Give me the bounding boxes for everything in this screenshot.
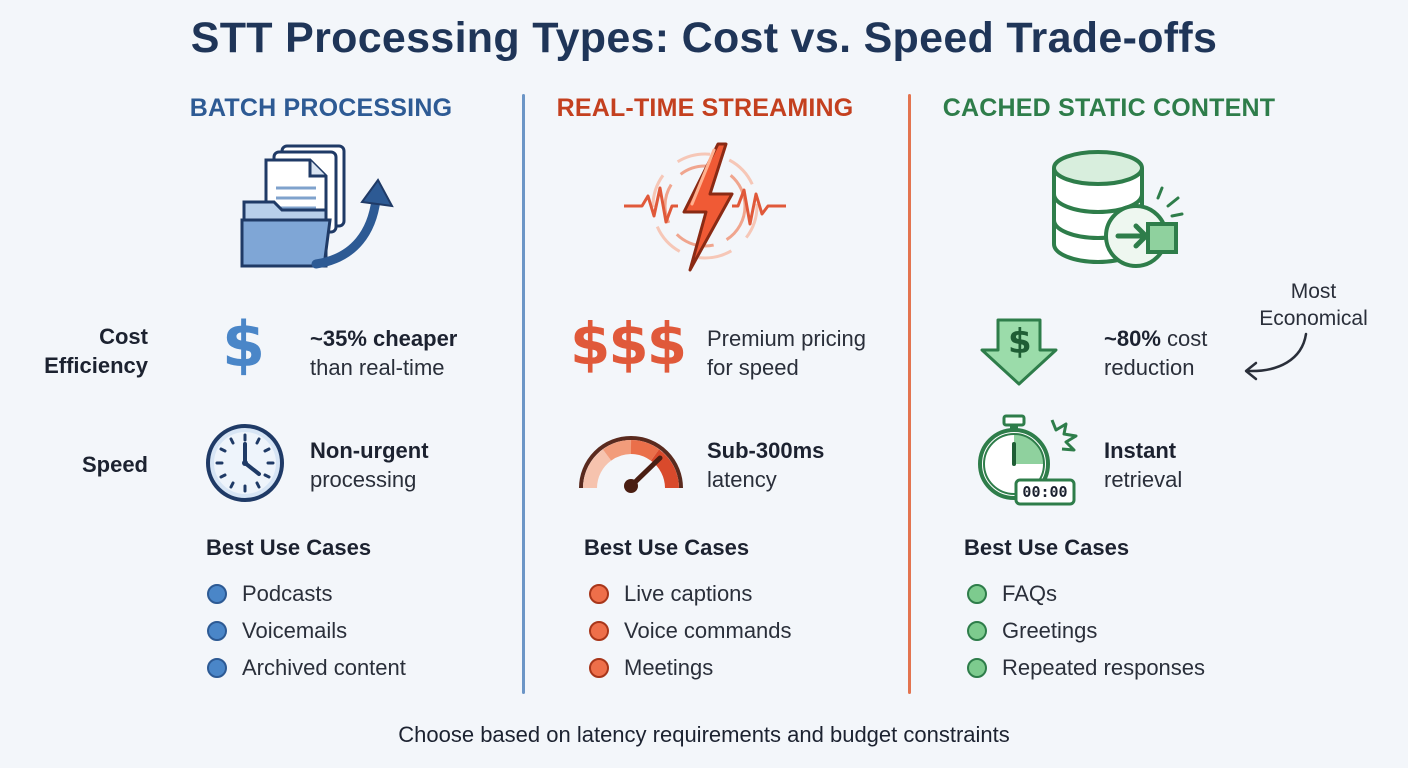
batch-cost-text: ~35% cheaper than real-time — [310, 326, 458, 380]
list-item: Voice commands — [589, 612, 792, 649]
curved-arrow-icon — [1244, 332, 1308, 381]
cached-dollar-icon: $ — [1008, 322, 1032, 362]
list-item: Greetings — [967, 612, 1205, 649]
bullet-dot — [589, 583, 609, 604]
list-item: Voicemails — [207, 612, 406, 649]
most-economical-note: Most Economical — [1259, 280, 1368, 330]
speedometer-icon — [579, 436, 683, 493]
realtime-use-cases-list: Live captions Voice commands Meetings — [589, 575, 792, 686]
timer-display: 00:00 — [1022, 483, 1067, 501]
bullet-dot — [589, 620, 609, 641]
bullet-dot — [967, 620, 987, 641]
clock-icon — [206, 424, 284, 502]
bullet-dot — [207, 583, 227, 604]
stopwatch-icon: 00:00 — [978, 414, 1078, 506]
realtime-cost-text: Premium pricing for speed — [707, 326, 866, 380]
row-label-speed: Speed — [81, 452, 148, 477]
list-item: Meetings — [589, 649, 792, 686]
list-item: FAQs — [967, 575, 1205, 612]
bullet-dot — [967, 657, 987, 678]
batch-use-cases-title: Best Use Cases — [206, 535, 372, 560]
page-title: STT Processing Types: Cost vs. Speed Tra… — [190, 14, 1218, 62]
realtime-dollar-icon: $$$ — [570, 310, 687, 378]
batch-speed-text: Non-urgent processing — [310, 438, 429, 492]
cached-cost-text: ~80% cost reduction — [1104, 326, 1208, 380]
batch-use-cases-list: Podcasts Voicemails Archived content — [207, 575, 406, 686]
database-cache-icon — [1052, 150, 1184, 268]
arrow-down-dollar-icon — [980, 318, 1058, 386]
divider-blue — [522, 94, 525, 694]
bullet-dot — [967, 583, 987, 604]
footer-caption: Choose based on latency requirements and… — [398, 722, 1010, 747]
bullet-dot — [207, 657, 227, 678]
batch-heading: BATCH PROCESSING — [189, 94, 453, 122]
lightning-wave-icon — [624, 142, 786, 272]
batch-dollar-icon: $ — [222, 308, 266, 381]
folder-documents-arrow-icon — [240, 144, 394, 269]
row-label-cost-efficiency: Cost Efficiency — [44, 324, 148, 378]
list-item: Live captions — [589, 575, 792, 612]
cached-heading: CACHED STATIC CONTENT — [942, 94, 1276, 122]
bullet-dot — [589, 657, 609, 678]
realtime-speed-text: Sub-300ms latency — [707, 438, 825, 492]
list-item: Repeated responses — [967, 649, 1205, 686]
cached-use-cases-title: Best Use Cases — [964, 535, 1130, 560]
bullet-dot — [207, 620, 227, 641]
cached-speed-text: Instant retrieval — [1104, 438, 1183, 492]
list-item: Archived content — [207, 649, 406, 686]
realtime-use-cases-title: Best Use Cases — [584, 535, 750, 560]
realtime-heading: REAL-TIME STREAMING — [556, 94, 854, 122]
cached-use-cases-list: FAQs Greetings Repeated responses — [967, 575, 1205, 686]
divider-orange — [908, 94, 911, 694]
list-item: Podcasts — [207, 575, 406, 612]
